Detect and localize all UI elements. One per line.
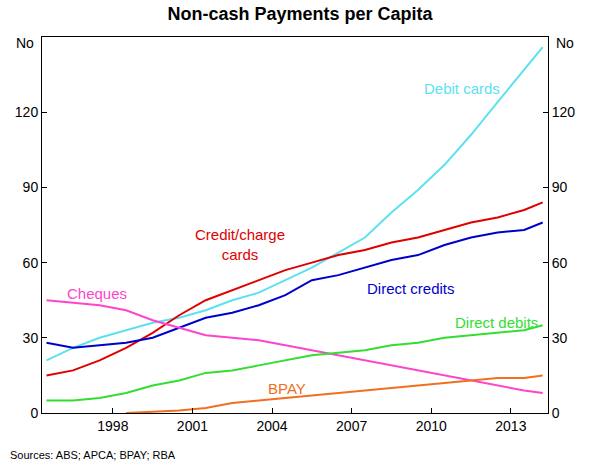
svg-text:120: 120 xyxy=(15,104,39,120)
svg-text:60: 60 xyxy=(23,255,39,271)
svg-text:2007: 2007 xyxy=(336,418,367,434)
svg-text:2013: 2013 xyxy=(495,418,526,434)
svg-text:BPAY: BPAY xyxy=(268,380,306,397)
svg-text:1998: 1998 xyxy=(97,418,128,434)
svg-text:90: 90 xyxy=(552,179,568,195)
svg-text:0: 0 xyxy=(30,405,38,421)
svg-text:Debit cards: Debit cards xyxy=(424,80,500,97)
svg-text:30: 30 xyxy=(552,330,568,346)
svg-text:2004: 2004 xyxy=(256,418,287,434)
svg-text:Cheques: Cheques xyxy=(67,285,127,302)
svg-text:0: 0 xyxy=(552,405,560,421)
svg-text:30: 30 xyxy=(23,330,39,346)
svg-text:No: No xyxy=(556,35,574,51)
svg-text:Direct credits: Direct credits xyxy=(367,280,455,297)
svg-text:120: 120 xyxy=(552,104,576,120)
svg-text:60: 60 xyxy=(552,255,568,271)
svg-text:Non-cash Payments per Capita: Non-cash Payments per Capita xyxy=(167,4,433,24)
svg-text:2001: 2001 xyxy=(177,418,208,434)
svg-text:90: 90 xyxy=(23,179,39,195)
svg-text:Sources: ABS; APCA; BPAY; RBA: Sources: ABS; APCA; BPAY; RBA xyxy=(10,449,176,461)
svg-text:2010: 2010 xyxy=(416,418,447,434)
svg-text:Credit/chargecards: Credit/chargecards xyxy=(195,226,285,263)
svg-text:Direct debits: Direct debits xyxy=(455,314,538,331)
svg-text:No: No xyxy=(16,35,34,51)
